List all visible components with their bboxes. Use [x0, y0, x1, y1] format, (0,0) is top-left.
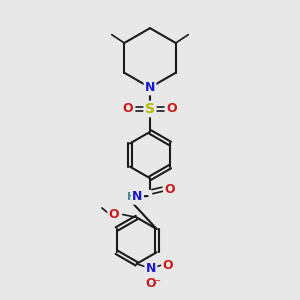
Text: O: O [163, 259, 173, 272]
Text: N: N [146, 262, 156, 275]
Text: H: H [127, 192, 136, 202]
Text: O: O [167, 103, 177, 116]
Text: S: S [145, 102, 155, 116]
Text: O: O [123, 103, 133, 116]
Text: N: N [145, 81, 155, 94]
Text: ⁻: ⁻ [154, 278, 160, 288]
Text: O: O [146, 277, 156, 290]
Text: O: O [108, 208, 119, 221]
Text: N: N [132, 190, 143, 203]
Text: O: O [164, 183, 175, 196]
